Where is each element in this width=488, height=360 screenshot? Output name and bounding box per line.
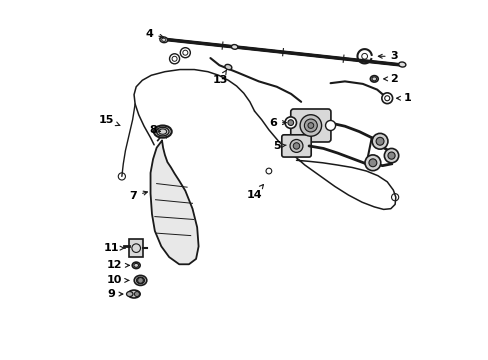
Circle shape [289,139,303,152]
Text: 13: 13 [212,70,227,85]
Ellipse shape [398,62,405,67]
Circle shape [169,54,179,64]
Ellipse shape [128,290,140,298]
Text: 12: 12 [107,260,129,270]
Bar [129,239,143,257]
Circle shape [368,159,376,167]
Ellipse shape [126,292,133,297]
Circle shape [287,120,293,126]
Ellipse shape [136,277,144,284]
Text: 9: 9 [107,289,122,299]
Circle shape [387,152,394,159]
Circle shape [180,48,190,58]
Circle shape [300,115,321,136]
Circle shape [293,143,299,149]
Circle shape [375,137,383,145]
Circle shape [285,117,296,129]
Text: 2: 2 [383,74,397,84]
Ellipse shape [134,275,146,285]
Text: 7: 7 [129,191,147,201]
Ellipse shape [160,37,167,43]
Ellipse shape [132,262,140,269]
Text: 15: 15 [99,115,120,126]
Circle shape [381,93,392,104]
Circle shape [137,278,143,283]
Ellipse shape [369,76,378,82]
Text: 10: 10 [107,275,128,285]
Text: 3: 3 [378,51,397,61]
FancyBboxPatch shape [281,135,310,157]
Circle shape [371,134,387,149]
Text: 4: 4 [145,29,163,39]
Text: 5: 5 [272,141,285,151]
Ellipse shape [153,126,171,138]
Text: 1: 1 [396,93,411,103]
Circle shape [304,119,317,132]
Text: 14: 14 [246,185,263,200]
Circle shape [325,121,335,131]
Circle shape [134,292,139,297]
Polygon shape [150,140,198,264]
Text: 6: 6 [269,118,286,128]
Circle shape [384,148,398,163]
Ellipse shape [231,45,237,49]
Ellipse shape [224,64,231,70]
Circle shape [307,123,313,129]
Text: 8: 8 [149,125,160,135]
Text: 11: 11 [104,243,125,253]
FancyBboxPatch shape [290,109,330,142]
Circle shape [364,155,380,171]
